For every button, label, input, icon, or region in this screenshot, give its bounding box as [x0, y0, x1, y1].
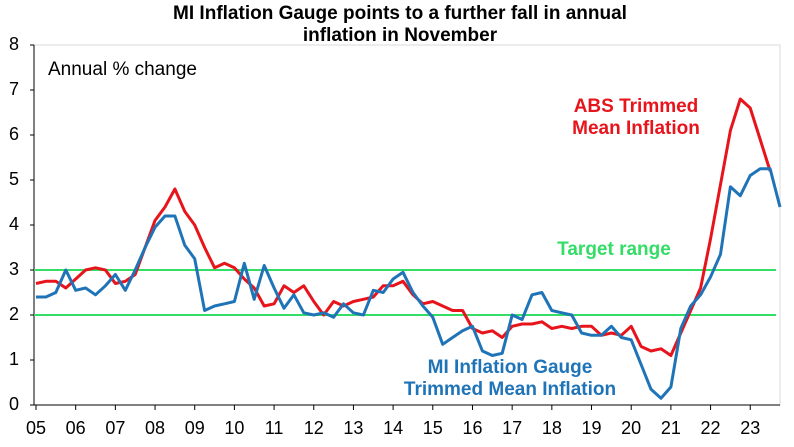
x-tick-label: 11	[265, 418, 284, 438]
y-tick-label: 1	[9, 349, 19, 369]
target-label: Target range	[557, 239, 671, 260]
series-line	[36, 167, 782, 400]
x-tick-label: 17	[502, 418, 522, 438]
series-label: MI Inflation Gauge	[428, 357, 593, 378]
x-tick-label: 22	[701, 418, 721, 438]
x-tick-label: 13	[343, 418, 363, 438]
x-tick-label: 06	[66, 418, 86, 438]
x-tick-label: 19	[582, 418, 602, 438]
chart-title: inflation in November	[303, 25, 498, 46]
x-tick-label: 09	[185, 418, 205, 438]
y-tick-label: 8	[9, 34, 19, 54]
y-axis-label: Annual % change	[48, 59, 197, 80]
x-tick-label: 15	[423, 418, 443, 438]
y-tick-label: 7	[9, 79, 19, 99]
y-tick-label: 2	[9, 304, 19, 324]
y-tick-label: 3	[9, 259, 19, 279]
y-tick-label: 5	[9, 169, 19, 189]
x-tick-label: 14	[383, 418, 403, 438]
x-tick-label: 10	[224, 418, 244, 438]
x-tick-label: 12	[304, 418, 324, 438]
x-tick-label: 07	[105, 418, 125, 438]
series-label: Mean Inflation	[572, 118, 700, 139]
series-line	[35, 97, 772, 357]
x-tick-label: 18	[542, 418, 562, 438]
series-label: ABS Trimmed	[574, 96, 699, 117]
x-tick-label: 23	[740, 418, 760, 438]
x-tick-label: 16	[462, 418, 482, 438]
y-tick-label: 4	[9, 214, 19, 234]
x-tick-label: 05	[26, 418, 46, 438]
x-tick-label: 20	[621, 418, 641, 438]
y-tick-label: 6	[9, 124, 19, 144]
x-tick-label: 21	[661, 418, 681, 438]
series-label: Trimmed Mean Inflation	[404, 379, 616, 400]
chart-title: MI Inflation Gauge points to a further f…	[173, 3, 627, 24]
x-tick-label: 08	[145, 418, 165, 438]
y-tick-label: 0	[9, 394, 19, 414]
